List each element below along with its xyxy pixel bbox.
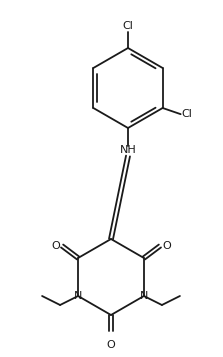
Text: NH: NH (120, 145, 136, 155)
Text: N: N (140, 291, 148, 301)
Text: Cl: Cl (182, 109, 192, 119)
Text: O: O (162, 241, 171, 251)
Text: O: O (51, 241, 60, 251)
Text: N: N (74, 291, 82, 301)
Text: Cl: Cl (123, 21, 133, 31)
Text: O: O (107, 340, 115, 350)
